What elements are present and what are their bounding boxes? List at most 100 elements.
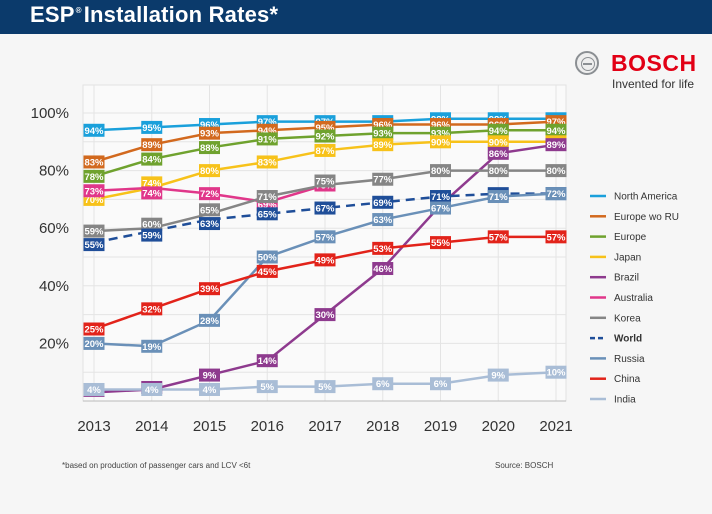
title-esp: ESP bbox=[30, 2, 75, 27]
data-label-text: 30% bbox=[315, 310, 335, 321]
data-label-text: 65% bbox=[200, 205, 220, 216]
data-label: 59% bbox=[83, 224, 105, 238]
data-label: 69% bbox=[372, 195, 394, 209]
data-label: 14% bbox=[256, 354, 278, 368]
data-label: 65% bbox=[256, 207, 278, 221]
x-axis: 2013 2014 2015 2016 2017 2018 2019 2020 2021 bbox=[77, 418, 572, 435]
data-label-box bbox=[372, 213, 394, 227]
data-label-box bbox=[199, 187, 220, 201]
data-label-text: 90% bbox=[489, 137, 509, 148]
data-label-box bbox=[430, 236, 451, 250]
data-label-box bbox=[314, 380, 336, 394]
data-label-box bbox=[314, 253, 336, 267]
data-label-text: 96% bbox=[200, 120, 220, 131]
data-label-text: 9% bbox=[203, 371, 217, 382]
data-label-text: 71% bbox=[431, 192, 451, 203]
data-label-text: 78% bbox=[84, 172, 104, 183]
data-label-text: 45% bbox=[258, 267, 278, 278]
data-label: 63% bbox=[372, 213, 394, 227]
data-label-text: 25% bbox=[84, 325, 104, 336]
data-label-box bbox=[141, 186, 163, 200]
data-label: 59% bbox=[141, 228, 163, 242]
data-label: 67% bbox=[430, 201, 451, 215]
legend-label: China bbox=[614, 374, 641, 385]
data-label: 67% bbox=[314, 201, 336, 215]
data-label: 4% bbox=[83, 382, 105, 396]
data-label: 53% bbox=[372, 241, 394, 255]
data-label: 78% bbox=[83, 169, 105, 183]
data-label-box bbox=[256, 155, 278, 169]
data-label-box bbox=[83, 382, 105, 396]
data-label-box bbox=[256, 250, 278, 264]
x-tick-label: 2021 bbox=[539, 418, 572, 435]
data-label-box bbox=[199, 217, 220, 231]
data-label-text: 32% bbox=[142, 304, 162, 315]
data-label-box bbox=[256, 354, 278, 368]
data-label: 92% bbox=[314, 129, 336, 143]
data-label-box bbox=[487, 368, 509, 382]
data-label-text: 73% bbox=[84, 186, 104, 197]
data-label-text: 55% bbox=[84, 240, 104, 251]
data-label-box bbox=[141, 339, 163, 353]
legend-item-australia: Australia bbox=[590, 293, 653, 304]
data-label-text: 67% bbox=[431, 204, 451, 215]
data-label-box bbox=[487, 190, 509, 204]
data-label-text: 63% bbox=[200, 219, 220, 230]
y-axis: 20% 40% 60% 80% 100% bbox=[31, 105, 69, 352]
data-label-text: 97% bbox=[258, 117, 278, 128]
data-label: 60% bbox=[141, 217, 163, 231]
data-label-text: 49% bbox=[315, 255, 335, 266]
data-label: 90% bbox=[430, 135, 451, 149]
x-tick-label: 2014 bbox=[135, 418, 168, 435]
data-label-text: 88% bbox=[200, 143, 220, 154]
data-label-text: 77% bbox=[373, 175, 393, 186]
data-label-text: 63% bbox=[373, 215, 393, 226]
data-label-text: 65% bbox=[258, 209, 278, 220]
data-label-text: 70% bbox=[84, 195, 104, 206]
data-label: 94% bbox=[545, 123, 567, 137]
y-tick-label: 100% bbox=[31, 105, 69, 122]
data-label-text: 4% bbox=[145, 385, 159, 396]
data-label: 91% bbox=[256, 132, 278, 146]
data-label: 5% bbox=[256, 380, 278, 394]
data-label: 28% bbox=[199, 313, 220, 327]
data-label: 74% bbox=[141, 186, 163, 200]
data-label-box bbox=[199, 203, 220, 217]
data-label-box bbox=[199, 313, 220, 327]
legend-label: World bbox=[614, 334, 642, 345]
logo-tagline: Invented for life bbox=[612, 77, 695, 91]
data-label: 55% bbox=[430, 236, 451, 250]
data-label: 46% bbox=[372, 262, 394, 276]
data-label: 80% bbox=[545, 164, 567, 178]
data-label: 93% bbox=[372, 126, 394, 140]
x-tick-label: 2017 bbox=[308, 418, 341, 435]
data-label-text: 89% bbox=[373, 140, 393, 151]
x-tick-label: 2013 bbox=[77, 418, 110, 435]
x-tick-label: 2015 bbox=[193, 418, 226, 435]
legend-label: Europe bbox=[614, 232, 647, 243]
data-label: 39% bbox=[199, 282, 220, 296]
data-label: 89% bbox=[141, 138, 163, 152]
data-label-box bbox=[314, 129, 336, 143]
data-label: 75% bbox=[314, 174, 336, 188]
data-label-box bbox=[256, 132, 278, 146]
data-label-text: 75% bbox=[315, 177, 335, 188]
data-label: 77% bbox=[372, 172, 394, 186]
legend-item-north-america: North America bbox=[590, 192, 678, 203]
data-label-text: 80% bbox=[431, 166, 451, 177]
legend-label: Japan bbox=[614, 252, 641, 263]
data-label-box bbox=[83, 155, 105, 169]
data-label: 65% bbox=[199, 203, 220, 217]
data-label: 86% bbox=[487, 146, 509, 160]
data-label: 88% bbox=[199, 141, 220, 155]
data-label-box bbox=[372, 195, 394, 209]
data-label-text: 72% bbox=[546, 189, 566, 200]
data-label-text: 80% bbox=[489, 166, 509, 177]
data-label-text: 91% bbox=[258, 134, 278, 145]
data-label-box bbox=[487, 146, 509, 160]
data-label-text: 10% bbox=[546, 368, 566, 379]
data-label-text: 94% bbox=[489, 126, 509, 137]
data-label-text: 72% bbox=[200, 189, 220, 200]
data-label: 93% bbox=[199, 126, 220, 140]
data-label-box bbox=[199, 141, 220, 155]
